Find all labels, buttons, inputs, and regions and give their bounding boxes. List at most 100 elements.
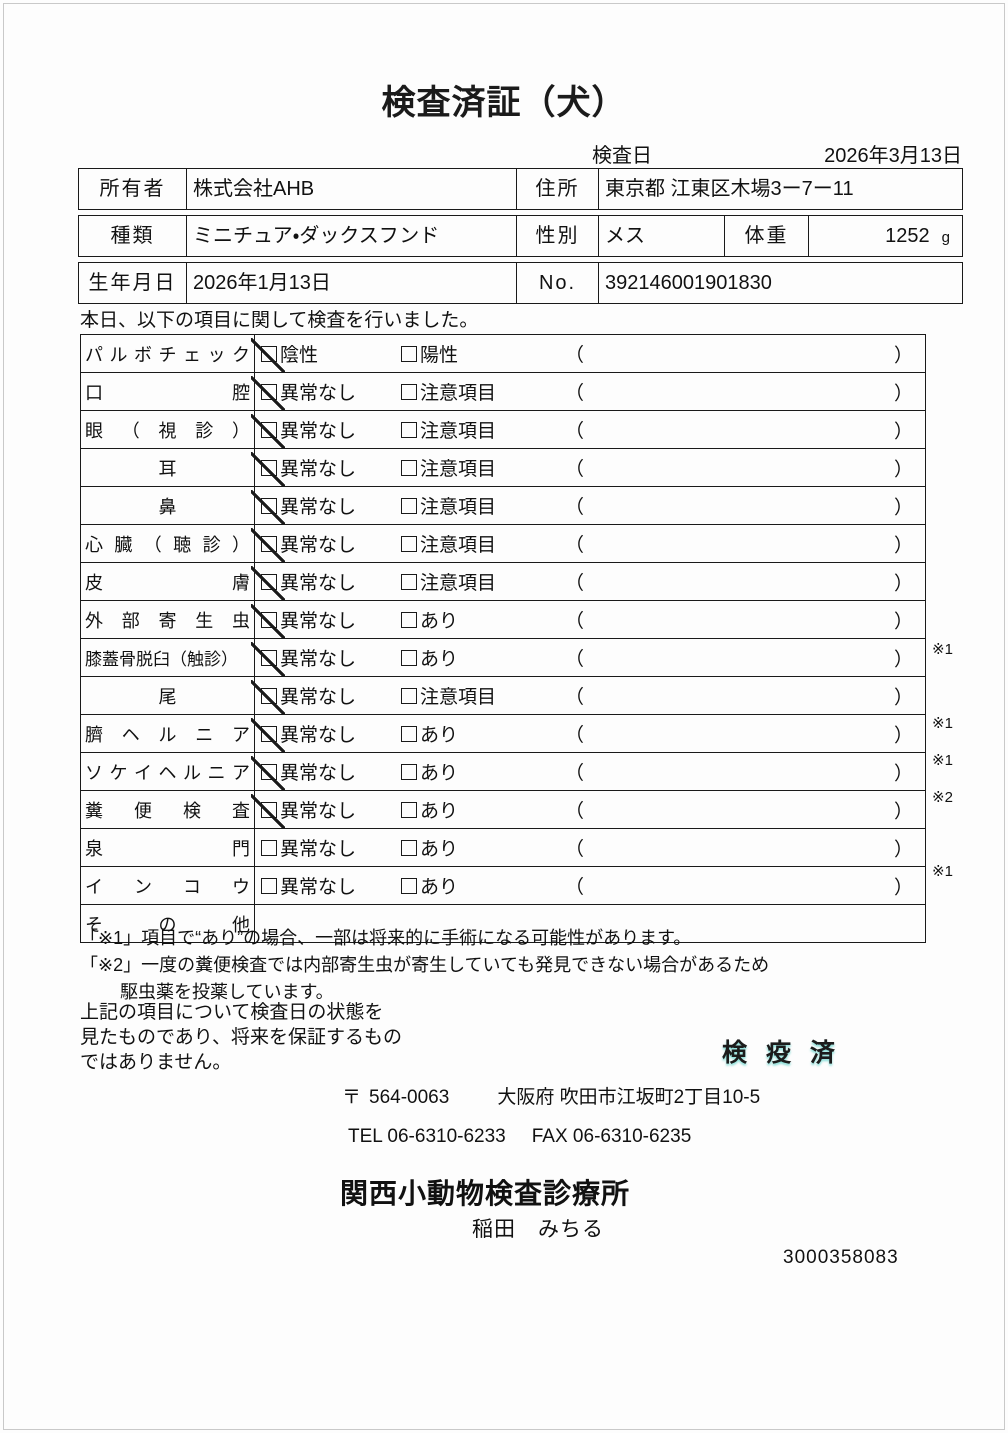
postal-mark-icon: 〒 [342, 1087, 362, 1108]
weight-cell: 1252 g [807, 215, 964, 257]
checklist-row-label-cell: 皮膚 [80, 562, 255, 601]
checkbox-option-2[interactable]: 注意項目 [401, 492, 541, 519]
checklist-row-label: 膝蓋骨脱臼（触診） [85, 650, 238, 669]
checkbox-option-1[interactable]: 異常なし [251, 717, 401, 752]
checklist-row-body-cell: 異常なし あり （ ） [254, 866, 926, 905]
checkbox-checked-icon[interactable] [251, 337, 285, 372]
checkbox-option-1[interactable]: 異常なし [251, 527, 401, 562]
checklist-row: 耳 異常なし 注意項目 （ ） [80, 448, 926, 487]
checklist-row-options: 異常なし あり （ ） [251, 601, 925, 638]
checkbox-checked-icon[interactable] [251, 717, 285, 752]
address-value: 東京都 江東区木場3ー7ー11 [597, 168, 964, 210]
checkbox-option-1[interactable]: 陰性 [251, 337, 401, 372]
remark-paren-open: （ [565, 345, 585, 366]
checkbox-empty-icon[interactable] [401, 801, 417, 818]
checkbox-option-label: 異常なし [280, 459, 357, 480]
checkbox-option-1[interactable]: 異常なし [251, 755, 401, 790]
quarantine-stamp: 検 疫 済 [722, 1039, 841, 1067]
remark-paren-close: ） [893, 573, 913, 594]
checkbox-option-label: あり [420, 839, 459, 860]
checkbox-option-1[interactable]: 異常なし [251, 641, 401, 676]
remark-paren-open: （ [565, 687, 585, 708]
remark-paren-open: （ [565, 649, 585, 670]
checkbox-empty-icon[interactable] [401, 383, 417, 400]
checkbox-option-2[interactable]: あり [401, 644, 541, 671]
checklist-row-options: 異常なし あり （ ） [251, 715, 925, 752]
checkbox-empty-icon[interactable] [401, 839, 417, 856]
checkbox-checked-icon[interactable] [251, 603, 285, 638]
checkbox-option-2[interactable]: あり [401, 720, 541, 747]
checklist-row-options: 異常なし 注意項目 （ ） [251, 373, 925, 410]
checkbox-empty-icon[interactable] [401, 877, 417, 894]
remark-paren-close: ） [893, 725, 913, 746]
checkbox-checked-icon[interactable] [251, 755, 285, 790]
checkbox-option-2[interactable]: 注意項目 [401, 454, 541, 481]
checkbox-checked-icon[interactable] [251, 375, 285, 410]
clinic-address: 大阪府 吹田市江坂町2丁目10-5 [497, 1087, 761, 1108]
checkbox-option-1[interactable]: 異常なし [251, 489, 401, 524]
checklist-row-body-cell: 異常なし あり （ ） [251, 752, 926, 791]
checkbox-option-2[interactable]: 注意項目 [401, 568, 541, 595]
checkbox-option-2[interactable]: あり [401, 834, 541, 861]
checkbox-option-1[interactable]: 異常なし [251, 565, 401, 600]
number-value: 392146001901830 [597, 262, 964, 304]
checkbox-checked-icon[interactable] [251, 641, 285, 676]
checkbox-option-2[interactable]: 注意項目 [401, 416, 541, 443]
checkbox-checked-icon[interactable] [251, 793, 285, 828]
checkbox-option-1[interactable]: 異常なし [251, 603, 401, 638]
animal-info-table: 所有者 株式会社AHB 住所 東京都 江東区木場3ー7ー11 種類 ミニチュア・… [78, 168, 964, 304]
checkbox-option-2[interactable]: 陽性 [401, 340, 541, 367]
remark-paren-close: ） [893, 763, 913, 784]
checklist-row-label: その他 [85, 914, 250, 935]
checkbox-checked-icon[interactable] [251, 413, 285, 448]
checklist-row: 皮膚 異常なし 注意項目 （ ） [80, 562, 926, 601]
checkbox-empty-icon[interactable] [401, 725, 417, 742]
checkbox-empty-icon[interactable] [401, 573, 417, 590]
checkbox-option-2[interactable]: あり [401, 606, 541, 633]
clinic-tel: TEL 06-6310-6233 [348, 1126, 506, 1147]
checkbox-option-2[interactable]: あり [401, 796, 541, 823]
checkbox-empty-icon[interactable] [401, 345, 417, 362]
checkbox-empty-icon[interactable] [261, 877, 277, 894]
checkbox-checked-icon[interactable] [251, 565, 285, 600]
checkbox-empty-icon[interactable] [401, 535, 417, 552]
checkbox-checked-icon[interactable] [251, 679, 285, 714]
checklist-row-label: インコウ [85, 876, 250, 897]
checkbox-option-1[interactable]: 異常なし [251, 793, 401, 828]
checkbox-empty-icon[interactable] [261, 839, 277, 856]
checkbox-option-2[interactable]: 注意項目 [401, 530, 541, 557]
clinic-fax: FAX 06-6310-6235 [531, 1126, 692, 1147]
checkbox-empty-icon[interactable] [401, 459, 417, 476]
checkbox-option-1[interactable]: 異常なし [261, 834, 401, 861]
checkbox-option-1[interactable]: 異常なし [251, 375, 401, 410]
disclaimer-line-2: 見たものであり、将来を保証するもの [80, 1027, 403, 1049]
checklist-row-options: 異常なし 注意項目 （ ） [251, 563, 925, 600]
checkbox-empty-icon[interactable] [401, 421, 417, 438]
checkbox-empty-icon[interactable] [401, 611, 417, 628]
inspection-date-label: 検査日 [592, 145, 652, 167]
checkbox-option-2[interactable]: 注意項目 [401, 682, 541, 709]
checklist-row-body-cell: 異常なし あり （ ） [251, 790, 926, 829]
checkbox-option-1[interactable]: 異常なし [251, 413, 401, 448]
clinic-address-line: 〒 564-0063 大阪府 吹田市江坂町2丁目10-5 [342, 1082, 760, 1109]
checklist-row-body-cell: 異常なし 注意項目 （ ） [251, 372, 926, 411]
checklist-row-label: 眼（視診） [85, 420, 250, 441]
checkbox-empty-icon[interactable] [401, 649, 417, 666]
checkbox-checked-icon[interactable] [251, 489, 285, 524]
checkbox-checked-icon[interactable] [251, 451, 285, 486]
checkbox-empty-icon[interactable] [401, 763, 417, 780]
checkbox-option-2[interactable]: 注意項目 [401, 378, 541, 405]
checkbox-option-2[interactable]: あり [401, 758, 541, 785]
checkbox-option-1[interactable]: 異常なし [251, 451, 401, 486]
checklist-row-body-cell: 異常なし あり （ ） [251, 638, 926, 677]
checkbox-option-2[interactable]: あり [401, 872, 541, 899]
checkbox-option-label: 異常なし [280, 877, 357, 898]
checklist-row: ソケイヘルニア 異常なし あり （ ） [80, 752, 926, 791]
checkbox-option-label: 注意項目 [420, 383, 497, 404]
checkbox-checked-icon[interactable] [251, 527, 285, 562]
checkbox-empty-icon[interactable] [401, 497, 417, 514]
checkbox-option-1[interactable]: 異常なし [261, 872, 401, 899]
checkbox-empty-icon[interactable] [401, 687, 417, 704]
checkbox-option-1[interactable]: 異常なし [251, 679, 401, 714]
checklist-row-options: 異常なし 注意項目 （ ） [251, 487, 925, 524]
